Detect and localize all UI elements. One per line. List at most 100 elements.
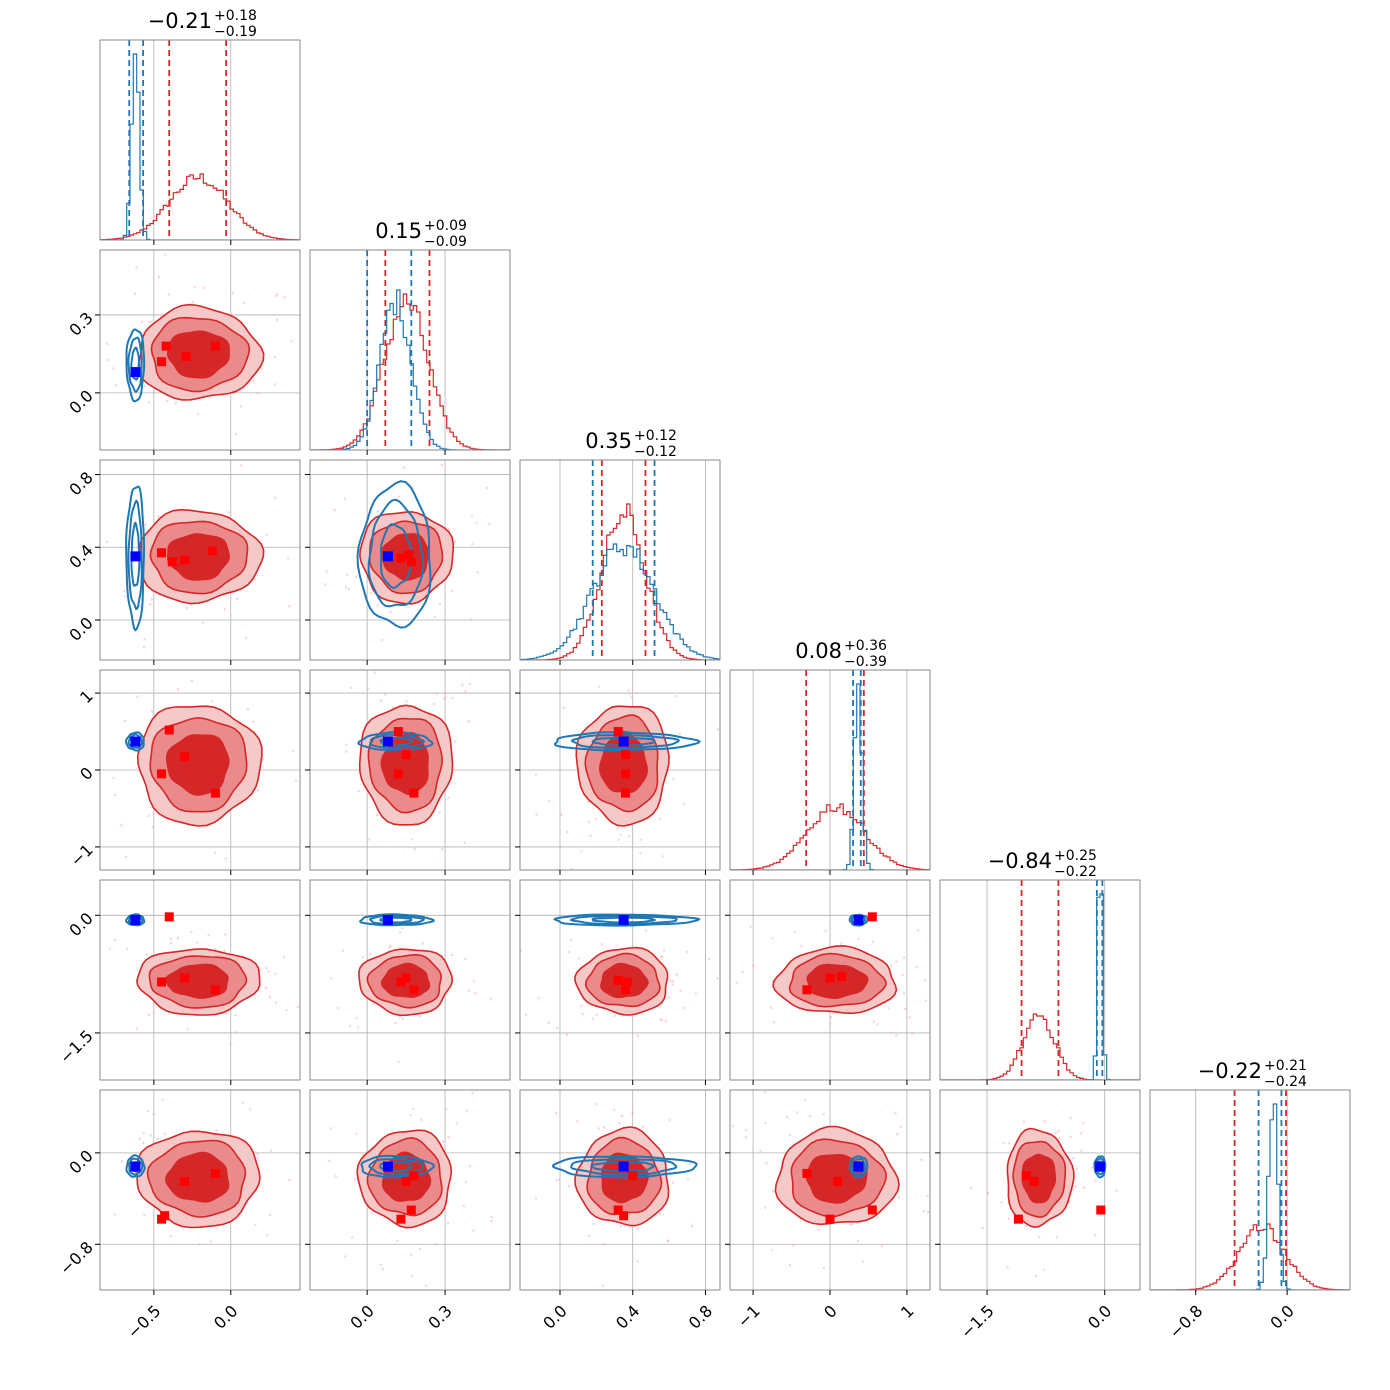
red-sample-point <box>296 1005 300 1009</box>
red-sample-point <box>1082 1122 1085 1125</box>
panel-title-value: 0.08 <box>795 639 842 663</box>
red-sample-point <box>464 1180 468 1183</box>
red-sample-point <box>135 266 138 269</box>
red-sample-point <box>140 320 143 324</box>
red-sample-point <box>259 968 262 972</box>
panel-content <box>730 880 930 1080</box>
red-square-marker <box>613 975 623 985</box>
red-square-marker <box>622 977 632 987</box>
panel-content <box>100 250 300 450</box>
red-sample-point <box>342 949 345 953</box>
blue-contour <box>1093 1155 1107 1179</box>
red-sample-point <box>353 1178 357 1181</box>
red-sample-point <box>557 1178 561 1181</box>
panel-4-4: −0.84 +0.25−0.22 <box>939 848 1141 1085</box>
red-sample-point <box>376 604 379 607</box>
red-sample-point <box>276 293 279 296</box>
red-sample-point <box>438 811 441 814</box>
red-sample-point <box>489 997 493 1000</box>
red-histogram <box>730 803 930 870</box>
red-sample-point <box>123 719 127 722</box>
red-sample-point <box>829 1022 832 1026</box>
red-sample-point <box>357 1026 360 1029</box>
red-sample-point <box>1000 1201 1003 1204</box>
red-sample-point <box>269 1213 272 1217</box>
red-sample-point <box>1007 1217 1010 1220</box>
red-sample-point <box>850 1222 854 1226</box>
red-sample-point <box>803 1098 807 1102</box>
red-sample-point <box>537 997 541 1000</box>
red-sample-point <box>591 1017 594 1020</box>
red-histogram <box>940 1013 1140 1080</box>
panel-title-minus: −0.09 <box>424 234 467 250</box>
red-sample-point <box>361 956 364 959</box>
red-sample-point <box>555 1179 558 1182</box>
red-sample-point <box>1058 1136 1061 1140</box>
red-sample-point <box>316 894 318 896</box>
red-sample-point <box>157 275 161 279</box>
red-sample-point <box>894 1112 897 1115</box>
red-sample-point <box>291 750 295 753</box>
red-sample-point <box>682 1006 685 1010</box>
y-tick-label: 0.0 <box>65 613 96 644</box>
x-tick-label: −1.5 <box>957 1301 998 1342</box>
red-sample-point <box>595 1103 598 1106</box>
red-sample-point <box>120 823 123 827</box>
red-sample-point <box>562 706 565 709</box>
red-sample-point <box>1072 1157 1075 1160</box>
red-sample-point <box>151 826 154 829</box>
red-sample-point <box>664 1020 668 1023</box>
red-sample-point <box>441 1140 445 1143</box>
blue-contour <box>552 1155 698 1179</box>
y-tick-label: 0 <box>76 763 97 784</box>
red-sample-point <box>535 813 538 816</box>
panel-content <box>310 460 510 660</box>
red-sample-point <box>471 542 474 546</box>
panel-4-1 <box>305 879 511 1085</box>
red-sample-point <box>764 1121 767 1125</box>
panel-title-value: 0.15 <box>375 219 422 243</box>
red-sample-point <box>274 496 277 499</box>
red-sample-point <box>105 342 109 345</box>
red-sample-point <box>264 986 268 989</box>
panel-title-minus: −0.12 <box>634 444 677 460</box>
red-sample-point <box>450 953 454 957</box>
blue-histogram <box>1150 1103 1350 1290</box>
red-histogram <box>1150 1223 1350 1290</box>
red-sample-point <box>470 618 473 621</box>
red-sample-point <box>336 1006 340 1010</box>
red-sample-point <box>256 1152 259 1156</box>
red-square-marker <box>825 1214 835 1224</box>
red-sample-point <box>661 855 664 858</box>
panel-content <box>520 670 720 870</box>
panel-content <box>520 1090 720 1295</box>
panel-title-plus: +0.21 <box>1264 1058 1307 1074</box>
red-sample-point <box>372 1002 375 1005</box>
red-sample-point <box>895 960 898 963</box>
red-sample-point <box>354 575 358 579</box>
red-sample-point <box>970 1186 973 1190</box>
red-sample-point <box>438 602 442 606</box>
red-sample-point <box>822 1112 825 1116</box>
red-sample-point <box>234 432 238 436</box>
red-sample-point <box>123 589 126 593</box>
red-sample-point <box>569 1293 571 1295</box>
panel-content <box>14 460 300 660</box>
panel-5-5: −0.22 +0.21−0.24 −0.8 0.0 <box>1149 1058 1351 1342</box>
red-sample-point <box>225 1012 228 1015</box>
red-sample-point <box>201 621 205 624</box>
red-sample-point <box>922 1209 926 1213</box>
red-sample-point <box>386 666 388 668</box>
panel-frame <box>309 879 511 1081</box>
red-sample-point <box>628 692 632 695</box>
red-square-marker <box>396 1214 406 1224</box>
red-sample-point <box>143 638 146 641</box>
red-sample-point <box>14 510 16 512</box>
red-sample-point <box>685 950 689 954</box>
panel-title-value: −0.22 <box>1198 1059 1262 1083</box>
red-sample-point <box>1043 1268 1046 1271</box>
red-sample-point <box>191 301 194 304</box>
panel-content <box>730 670 930 870</box>
red-sample-point <box>671 1181 675 1184</box>
red-sample-point <box>150 598 154 601</box>
